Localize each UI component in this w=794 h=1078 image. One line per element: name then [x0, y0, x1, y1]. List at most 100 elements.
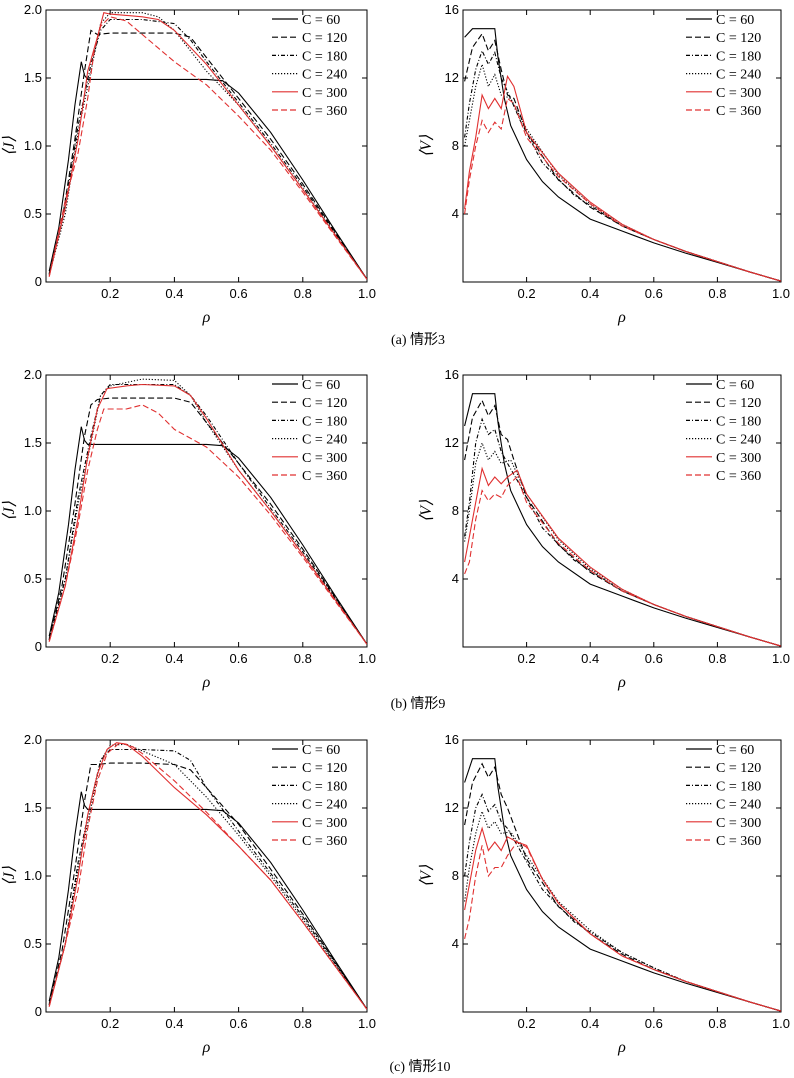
chart-a-v-legend-label: C = 120 [716, 31, 761, 46]
chart-b-v-ytick-label: 12 [445, 435, 459, 450]
chart-c-j-ytick-label: 1.5 [24, 800, 42, 815]
chart-c-j-ytick-label: 2.0 [24, 732, 42, 747]
chart-b-j-xtick-label: 0.8 [294, 651, 312, 666]
chart-b-j-series-line [48, 397, 367, 645]
chart-c-v-xlabel: ρ [617, 1039, 626, 1056]
chart-b-j-series-line [48, 383, 367, 645]
chart-a-j-ytick-label: 0.5 [24, 206, 42, 221]
chart-c-v-series-line [464, 758, 781, 1012]
chart-a-j-xtick-label: 0.6 [230, 286, 248, 301]
chart-a-v-series-line [464, 28, 781, 282]
chart-a-j-xtick-label: 1.0 [358, 286, 376, 301]
chart-b-j-xtick-label: 1.0 [358, 651, 376, 666]
chart-b-j-series-line [48, 426, 367, 645]
caption-c: (c) 情形10 [389, 1059, 450, 1075]
chart-b-v-ytick-label: 16 [445, 367, 459, 382]
chart-c-j-legend-label: C = 120 [302, 761, 347, 776]
chart-b-j-legend-label: C = 300 [302, 451, 347, 466]
chart-a-v-ytick-label: 4 [452, 206, 459, 221]
chart-a-j-series-line [48, 12, 367, 280]
chart-b-j-legend-label: C = 240 [302, 433, 347, 448]
chart-b-v-series-line [464, 466, 781, 647]
chart-c-j-xtick-label: 0.6 [230, 1016, 248, 1031]
chart-a-j-ytick-label: 0 [35, 274, 42, 289]
chart-b-v-xtick-label: 0.6 [645, 651, 663, 666]
chart-a-v-xtick-label: 0.6 [645, 286, 663, 301]
chart-a-j: 0 0.5 1.0 1.5 2.0 0.2 0.4 0.6 0.8 1.0 ρ ⟨J⟩ C = 60 C … [1, 2, 376, 326]
chart-a-j-ylabel: ⟨J⟩ [1, 135, 18, 155]
chart-c-j-ytick-label: 0.5 [24, 936, 42, 951]
chart-c-j-legend-label: C = 180 [302, 779, 347, 794]
chart-c-v-legend-label: C = 300 [716, 816, 761, 831]
chart-b-j-ylabel: ⟨J⟩ [1, 500, 18, 520]
chart-a-v-xtick-label: 0.2 [518, 286, 536, 301]
chart-c-v-series-line [464, 792, 781, 1012]
chart-c-j-xtick-label: 0.2 [101, 1016, 119, 1031]
chart-c-v: 4 8 12 16 0.2 0.4 0.6 0.8 1.0 ρ ⟨V⟩ C = 60 C = 120 C … [418, 732, 790, 1056]
chart-a-j-legend-label: C = 240 [302, 68, 347, 83]
chart-a-j-series-line [48, 29, 367, 280]
chart-c-v-ylabel: ⟨V⟩ [418, 864, 435, 887]
chart-a-j-series-line [48, 12, 367, 280]
chart-b-j-ytick-label: 0 [35, 639, 42, 654]
chart-c-j-legend-label: C = 240 [302, 798, 347, 813]
chart-a-v-xtick-label: 0.4 [581, 286, 599, 301]
chart-a-v-ytick-label: 12 [445, 70, 459, 85]
chart-b-v-legend-label: C = 360 [716, 469, 761, 484]
chart-c-j-xlabel: ρ [202, 1039, 211, 1056]
chart-b-v-ytick-label: 8 [452, 503, 459, 518]
chart-b-v-legend-label: C = 240 [716, 433, 761, 448]
chart-b-j-legend-label: C = 180 [302, 414, 347, 429]
chart-b-v-xtick-label: 0.4 [581, 651, 599, 666]
chart-a-v-legend-label: C = 300 [716, 86, 761, 101]
chart-b-v-xtick-label: 0.2 [518, 651, 536, 666]
chart-b-j-xtick-label: 0.6 [230, 651, 248, 666]
chart-b-j-legend-label: C = 60 [302, 378, 340, 393]
chart-a-j-ytick-label: 1.0 [24, 138, 42, 153]
chart-c-v-ytick-label: 16 [445, 732, 459, 747]
chart-c-v-xtick-label: 0.8 [708, 1016, 726, 1031]
chart-b-v-series-line [464, 441, 781, 647]
chart-c-v-ytick-label: 8 [452, 868, 459, 883]
chart-b-j-series-line [48, 383, 367, 645]
chart-b-j-xlabel: ρ [202, 674, 211, 691]
chart-c-v-xtick-label: 1.0 [772, 1016, 790, 1031]
caption-b: (b) 情形9 [391, 696, 446, 712]
chart-c-v-xtick-label: 0.4 [581, 1016, 599, 1031]
chart-b-j-legend-label: C = 120 [302, 396, 347, 411]
chart-c-v-legend-label: C = 60 [716, 743, 754, 758]
chart-b-v-legend-label: C = 120 [716, 396, 761, 411]
chart-b-v-ytick-label: 4 [452, 571, 459, 586]
chart-c-v-xtick-label: 0.2 [518, 1016, 536, 1031]
chart-a-j-xtick-label: 0.4 [165, 286, 183, 301]
chart-a-j-xtick-label: 0.2 [101, 286, 119, 301]
chart-b-v-xlabel: ρ [617, 674, 626, 691]
chart-a-j-legend-label: C = 300 [302, 86, 347, 101]
chart-b-j-ytick-label: 0.5 [24, 571, 42, 586]
chart-c-j-legend-label: C = 300 [302, 816, 347, 831]
chart-a-j-ytick-label: 2.0 [24, 2, 42, 17]
chart-a-v-xtick-label: 1.0 [772, 286, 790, 301]
chart-b-v-xtick-label: 1.0 [772, 651, 790, 666]
chart-c-v-series-line [464, 826, 781, 1012]
chart-a-v-legend-label: C = 360 [716, 104, 761, 119]
chart-a-v-xlabel: ρ [617, 309, 626, 326]
chart-a-v: 4 8 12 16 0.2 0.4 0.6 0.8 1.0 ρ ⟨V⟩ C = 60 C = 120 C … [418, 2, 790, 326]
charts-group: 0 0.5 1.0 1.5 2.0 0.2 0.4 0.6 0.8 1.0 ρ ⟨J⟩ C = 60 C … [1, 2, 790, 1056]
chart-b-j-ytick-label: 2.0 [24, 367, 42, 382]
chart-c-v-legend-label: C = 120 [716, 761, 761, 776]
chart-b-j-ytick-label: 1.0 [24, 503, 42, 518]
chart-a-v-series-line [464, 49, 781, 282]
chart-a-v-series-line [464, 97, 781, 282]
chart-c-v-series-line [464, 809, 781, 1012]
chart-a-j-xtick-label: 0.8 [294, 286, 312, 301]
chart-c-j-series-line [48, 762, 367, 1010]
chart-a-v-xtick-label: 0.8 [708, 286, 726, 301]
chart-c-j-xtick-label: 0.8 [294, 1016, 312, 1031]
chart-c-j-series-line [48, 748, 367, 1010]
chart-c-j-series-line [48, 791, 367, 1010]
chart-b-j-ytick-label: 1.5 [24, 435, 42, 450]
chart-b-v-xtick-label: 0.8 [708, 651, 726, 666]
chart-c-v-series-line [464, 841, 781, 1012]
chart-b-j-legend-label: C = 360 [302, 469, 347, 484]
